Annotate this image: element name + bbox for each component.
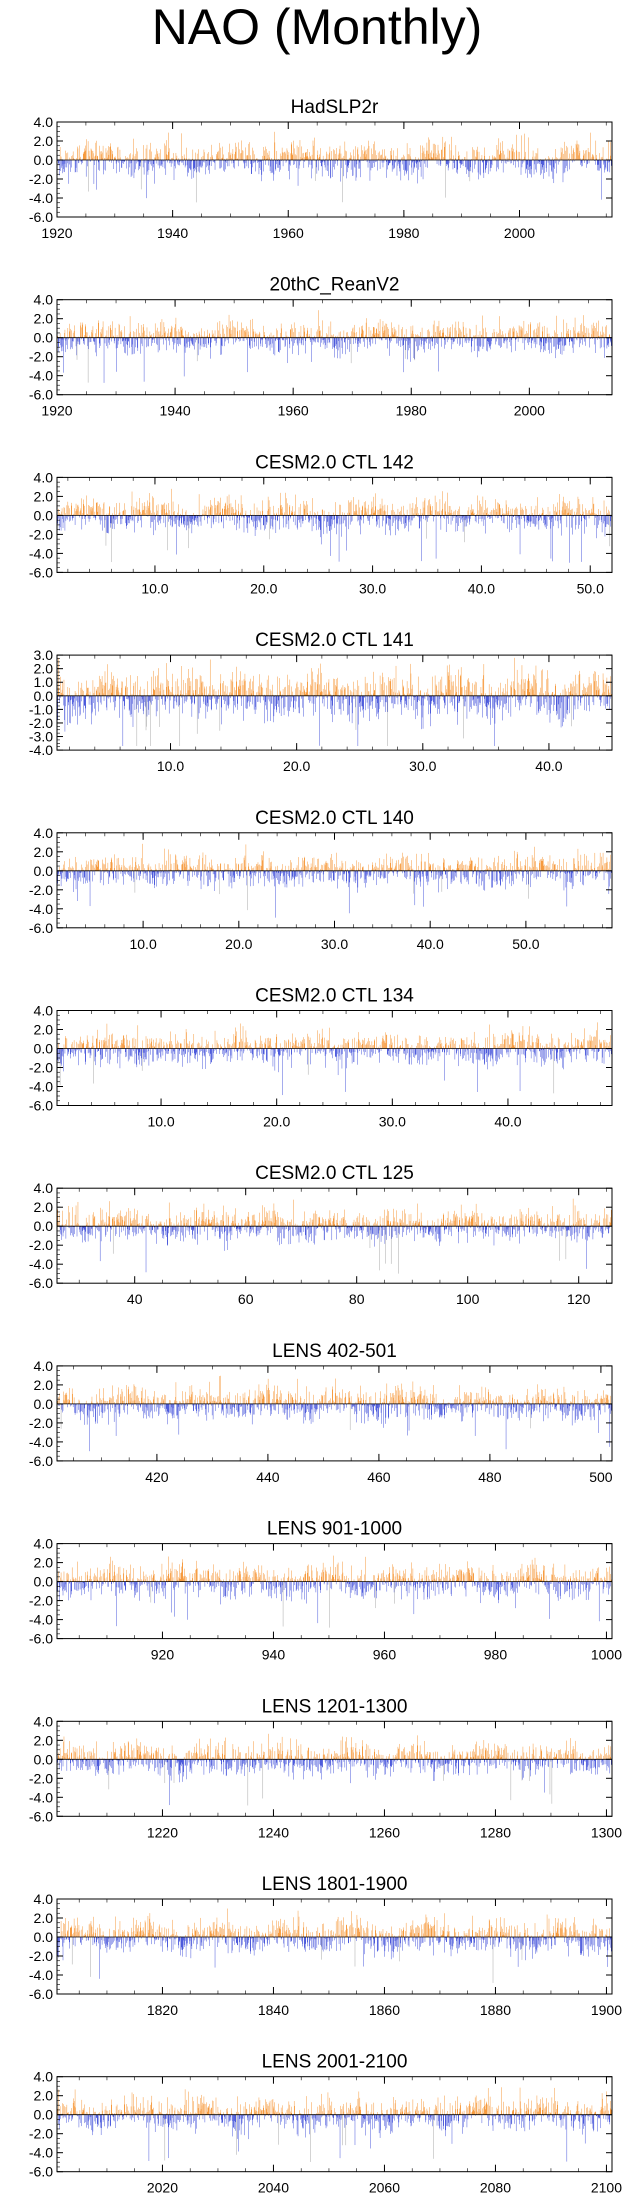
y-tick-label: 2.0 — [34, 311, 54, 327]
x-tick-label: 40.0 — [468, 580, 495, 596]
y-tick-label: -4.0 — [29, 368, 53, 384]
x-tick-label: 20.0 — [283, 758, 310, 774]
panel-title: CESM2.0 CTL 142 — [255, 452, 414, 473]
x-tick-label: 1940 — [160, 403, 191, 419]
nao-figure: NAO (Monthly) HadSLP2r 4.0 2.0 0.0 -2.0 -4.0 -… — [0, 0, 635, 2208]
x-tick-label: 1920 — [41, 403, 72, 419]
x-tick-label: 30.0 — [359, 580, 386, 596]
y-tick-label: -4.0 — [29, 190, 53, 206]
y-tick-label: 4.0 — [34, 469, 54, 485]
y-tick-label: -4.0 — [29, 545, 53, 561]
y-tick-label: 0.0 — [34, 507, 54, 523]
x-tick-label: 1960 — [278, 403, 309, 419]
y-tick-label: 2.0 — [34, 488, 54, 504]
x-tick-label: 50.0 — [577, 580, 604, 596]
y-tick-label: 4.0 — [34, 292, 54, 308]
y-tick-label: -6.0 — [29, 564, 53, 580]
x-tick-label: 10.0 — [141, 580, 168, 596]
y-tick-label: -2.0 — [29, 171, 53, 187]
y-tick-label: -6.0 — [29, 387, 53, 403]
x-tick-label: 1980 — [396, 403, 427, 419]
x-tick-label: 2000 — [504, 225, 535, 241]
x-tick-label: 40.0 — [535, 758, 562, 774]
x-tick-label: 1960 — [273, 225, 304, 241]
panel-2: CESM2.0 CTL 142 4.0 2.0 0.0 -2.0 -4.0 -6.0 10.0… — [29, 452, 612, 596]
x-tick-label: 30.0 — [409, 758, 436, 774]
x-tick-label: 1940 — [157, 225, 188, 241]
bar-series — [57, 489, 612, 563]
figure-title: NAO (Monthly) — [152, 0, 483, 55]
y-tick-label: -4.0 — [29, 742, 53, 758]
bar-series — [57, 310, 612, 383]
y-tick-label: -2.0 — [29, 349, 53, 365]
bar-series — [57, 658, 612, 746]
panel-title: CESM2.0 CTL 141 — [255, 630, 414, 651]
y-tick-label: -6.0 — [29, 209, 53, 225]
x-tick-label: 10.0 — [157, 758, 184, 774]
panel-title: HadSLP2r — [291, 97, 379, 118]
y-tick-label: 0.0 — [34, 330, 54, 346]
x-tick-label: 1980 — [388, 225, 419, 241]
x-tick-label: 2000 — [514, 403, 545, 419]
y-tick-label: -2.0 — [29, 526, 53, 542]
bar-series — [57, 132, 612, 203]
panel-3: CESM2.0 CTL 1413.02.01.00.0-1.0-2.0-3.0-… — [29, 630, 612, 774]
y-tick-label: 2.0 — [34, 133, 54, 149]
panel-title: 20thC_ReanV2 — [270, 275, 400, 296]
x-tick-label: 20.0 — [250, 580, 277, 596]
y-tick-label: 0.0 — [34, 152, 54, 168]
y-tick-label: 4.0 — [34, 114, 54, 130]
x-tick-label: 1920 — [41, 225, 72, 241]
